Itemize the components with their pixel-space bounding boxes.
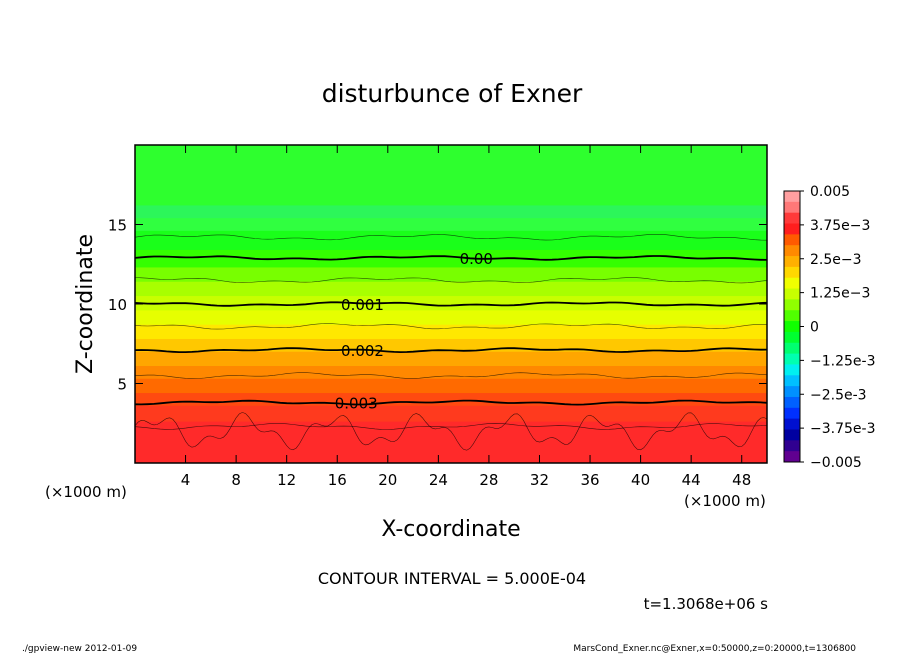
y-tick-label: 15: [108, 217, 127, 235]
minor-contour-line: [135, 277, 767, 284]
colorbar-label: 2.5e−3: [810, 252, 862, 268]
colorbar-label: −2.5e-3: [810, 387, 867, 403]
field-band: [135, 230, 767, 251]
colorbar: [783, 190, 801, 463]
y-tick-label: 10: [108, 296, 127, 314]
field-band: [135, 310, 767, 326]
y-unit-label: (×1000 m): [45, 483, 127, 501]
field-band: [135, 351, 767, 367]
x-tick-label: 8: [231, 471, 241, 489]
colorbar-swatch: [784, 440, 800, 452]
colorbar-label: 1.25e−3: [810, 286, 870, 302]
colorbar-label: −3.75e-3: [810, 421, 875, 437]
y-axis-ticks: 5 10 15: [108, 217, 767, 394]
x-tick-label: 44: [682, 471, 701, 489]
x-unit-label: (×1000 m): [684, 492, 766, 510]
colorbar-swatch: [784, 299, 800, 311]
x-tick-label: 24: [429, 471, 448, 489]
contour-label: 0.001: [341, 296, 384, 314]
minor-contour-line: [135, 372, 767, 379]
colorbar-label: −0.005: [810, 455, 862, 471]
major-contour-line: [135, 301, 767, 307]
minor-contour-line: [135, 323, 767, 330]
contour-label: 0.00: [460, 250, 493, 268]
heatmap-field: [135, 145, 767, 463]
colorbar-swatch: [784, 396, 800, 409]
colorbar-swatch: [784, 212, 800, 225]
field-band: [135, 218, 767, 232]
colorbar-label: −1.25e-3: [810, 353, 875, 369]
x-tick-label: 32: [530, 471, 549, 489]
colorbar-swatch: [784, 277, 800, 290]
field-band: [135, 405, 767, 423]
colorbar-swatch: [784, 223, 800, 235]
contour-labels: 0.00 0.001 0.002 0.003: [335, 250, 493, 413]
colorbar-swatch: [784, 191, 800, 203]
x-tick-label: 36: [580, 471, 599, 489]
colorbar-swatch: [784, 234, 800, 246]
minor-contour-line: [135, 234, 767, 241]
chart-title: disturbunce of Exner: [322, 79, 583, 108]
field-band: [135, 281, 767, 297]
x-tick-label: 16: [328, 471, 347, 489]
colorbar-swatch: [784, 375, 800, 387]
colorbar-swatch: [784, 429, 800, 441]
field-band: [135, 393, 767, 407]
colorbar-swatch: [784, 331, 800, 344]
field-band: [135, 296, 767, 311]
field-band: [135, 249, 767, 269]
colorbar-label: 0: [810, 320, 819, 336]
field-band: [135, 145, 767, 207]
x-axis-ticks: 4 8 12 16 20 24 28 32 36 40 44 48: [181, 145, 751, 489]
colorbar-swatch: [784, 451, 800, 463]
minor-contour-line: [135, 423, 767, 430]
colorbar-swatch: [784, 310, 800, 322]
field-band: [135, 421, 767, 463]
contour-label: 0.002: [341, 342, 384, 360]
footer-left: ./gpview-new 2012-01-09: [22, 644, 137, 654]
contour-interval-text: CONTOUR INTERVAL = 5.000E-04: [318, 569, 586, 588]
x-axis-title: X-coordinate: [381, 517, 520, 542]
contour-label: 0.003: [335, 395, 378, 413]
colorbar-swatch: [784, 321, 800, 333]
x-tick-label: 48: [732, 471, 751, 489]
footer-right: MarsCond_Exner.nc@Exner,x=0:50000,z=0:20…: [573, 644, 856, 654]
y-axis-title: Z-coordinate: [73, 234, 98, 374]
colorbar-label: 0.005: [810, 184, 850, 200]
contour-lines: [135, 234, 767, 451]
major-contour-line: [135, 255, 767, 261]
time-text: t=1.3068e+06 s: [644, 595, 769, 613]
colorbar-labels: 0.005 3.75e−3 2.5e−3 1.25e−3 0 −1.25e-3 −2.5e-…: [800, 184, 875, 471]
colorbar-label: 3.75e−3: [810, 218, 870, 234]
colorbar-swatch: [784, 364, 800, 376]
colorbar-swatch: [784, 353, 800, 365]
x-tick-label: 28: [479, 471, 498, 489]
colorbar-swatch: [784, 386, 800, 398]
field-band: [135, 366, 767, 380]
colorbar-swatch: [784, 201, 800, 214]
colorbar-swatch: [784, 418, 800, 430]
colorbar-swatch: [784, 342, 800, 355]
colorbar-swatch: [784, 288, 800, 300]
field-band: [135, 267, 767, 283]
colorbar-swatch: [784, 266, 800, 279]
colorbar-swatch: [784, 256, 800, 268]
x-tick-label: 12: [277, 471, 296, 489]
field-band: [135, 205, 767, 219]
x-tick-label: 4: [181, 471, 191, 489]
colorbar-swatch: [784, 245, 800, 257]
field-band: [135, 324, 767, 340]
major-contour-line: [135, 347, 767, 354]
y-tick-label: 5: [117, 376, 127, 394]
colorbar-swatch: [784, 407, 800, 420]
field-band: [135, 378, 767, 394]
bottom-contour-line: [135, 412, 767, 451]
major-contour-line: [135, 399, 767, 406]
x-tick-label: 20: [378, 471, 397, 489]
x-tick-label: 40: [631, 471, 650, 489]
